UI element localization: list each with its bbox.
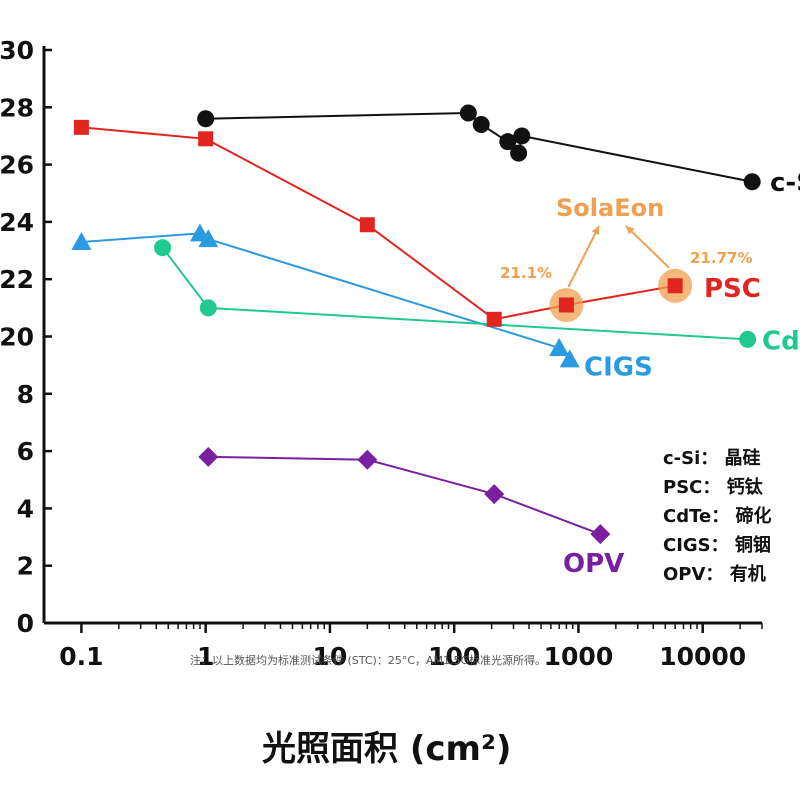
cdte-point [739, 330, 757, 348]
pct-left-label: 21.1% [500, 264, 552, 282]
x-axis-label: 光照面积 (cm²) [262, 729, 511, 769]
solaeon-arrow-right-head [626, 226, 635, 235]
cigs-point [198, 229, 219, 248]
legend-entry: OPV： 有机 [663, 563, 766, 585]
legend-entry: PSC： 钙钛 [663, 476, 764, 498]
opv-point [357, 449, 378, 470]
cigs-point [549, 337, 570, 356]
legend-entry: CIGS： 铜铟 [663, 534, 771, 556]
y-tick-label: 8 [17, 380, 34, 409]
solaeon-arrow-right [625, 225, 670, 269]
cdte-point [154, 239, 172, 257]
y-tick-label: 4 [17, 494, 34, 523]
y-tick-label: 0 [17, 609, 34, 638]
x-tick-label: 1 [197, 642, 214, 671]
y-tick-label: 26 [0, 151, 34, 180]
csi-point [510, 144, 528, 162]
legend-entry: CdTe： 碲化 [663, 505, 771, 527]
csi-point [459, 104, 477, 122]
psc-point [486, 311, 502, 327]
x-ticks: 0.1 1 10 100 1000 10000 [59, 623, 763, 671]
csi-point [472, 115, 490, 133]
legend-entry: c-Si： 晶硅 [663, 447, 761, 469]
cigs-point [559, 349, 580, 368]
solaeon-arrow-left-head [591, 226, 600, 235]
csi-point [743, 173, 761, 191]
y-tick-label: 6 [17, 437, 34, 466]
csi-point [197, 110, 215, 128]
y-tick-label: 20 [0, 323, 34, 352]
opv-point [198, 446, 219, 467]
y-tick-label: 24 [0, 208, 34, 237]
y-tick-label: 22 [0, 265, 34, 294]
x-tick-label: 100 [428, 642, 480, 671]
axes [42, 46, 762, 625]
opv-series-label: OPV [563, 549, 624, 579]
cdte-series-label: Cd [762, 326, 800, 356]
psc-point [198, 131, 214, 147]
series-labels: c-S PSC CIGS Cd OPV [563, 168, 800, 579]
y-tick-label: 2 [17, 552, 34, 581]
cigs-point [71, 231, 92, 250]
psc-point [359, 217, 375, 233]
opv-point [590, 524, 611, 545]
csi-point [513, 127, 531, 145]
cigs-line [81, 232, 571, 361]
cigs-series-label: CIGS [584, 352, 653, 382]
psc-point [558, 297, 574, 313]
psc-point [73, 119, 89, 135]
csi-series-label: c-S [770, 168, 800, 198]
series-lines [81, 112, 753, 536]
x-tick-label: 0.1 [59, 642, 103, 671]
opv-line [208, 455, 601, 536]
y-tick-label: 30 [0, 36, 34, 65]
x-tick-label: 10 [313, 642, 348, 671]
legend: c-Si： 晶硅 PSC： 钙钛 CdTe： 碲化 CIGS： 铜铟 OPV： 有机 [663, 447, 771, 585]
footnote: 注：以上数据均为标准测试条件 (STC)：25°C，AM1.5G标准光源所得。 [190, 653, 546, 667]
psc-series-label: PSC [704, 274, 761, 304]
opv-point [484, 484, 505, 505]
solaeon-label: SolaEon [556, 194, 664, 222]
y-tick-label: 28 [0, 93, 34, 122]
solaeon-arrow-left [567, 225, 600, 288]
x-tick-label: 10000 [659, 642, 746, 671]
psc-point [667, 278, 683, 294]
solaeon-annotation: SolaEon 21.1% 21.77% [500, 194, 752, 288]
pct-right-label: 21.77% [690, 249, 752, 267]
x-tick-label: 1000 [544, 642, 614, 671]
csi-point [499, 133, 517, 151]
cdte-line [161, 247, 748, 341]
psc-line [81, 126, 676, 321]
series-markers [71, 104, 761, 545]
cdte-point [199, 299, 217, 317]
